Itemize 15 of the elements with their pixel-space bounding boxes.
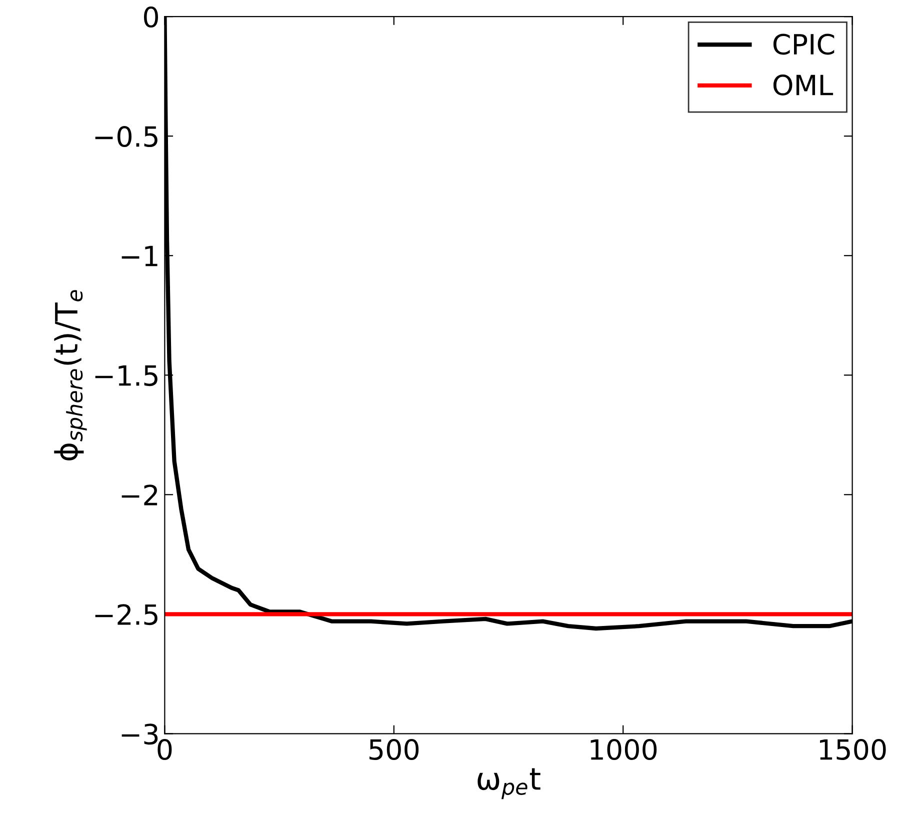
- y-tick-label: −0.5: [95, 126, 158, 148]
- x-tick-label: 1000: [590, 739, 657, 760]
- x-axis-title: ω$_{pe}$t: [478, 768, 540, 800]
- y-tick-label: −1: [122, 246, 158, 266]
- y-tick-label: 0: [144, 6, 158, 28]
- y-tick-label: −2.5: [95, 604, 158, 626]
- y-axis-title: ϕ$_{sphere}$(t)/T$_{e}$: [54, 290, 87, 460]
- y-tick-label: −1.5: [95, 365, 158, 386]
- y-tick-label: −3: [122, 724, 158, 745]
- x-tick-label: 1500: [820, 739, 886, 760]
- legend-label: CPIC: [773, 34, 834, 55]
- x-tick-label: 0: [158, 739, 172, 760]
- x-tick-label: 500: [370, 739, 419, 760]
- y-tick-label: −2: [122, 484, 158, 506]
- legend-label: OML: [773, 74, 834, 96]
